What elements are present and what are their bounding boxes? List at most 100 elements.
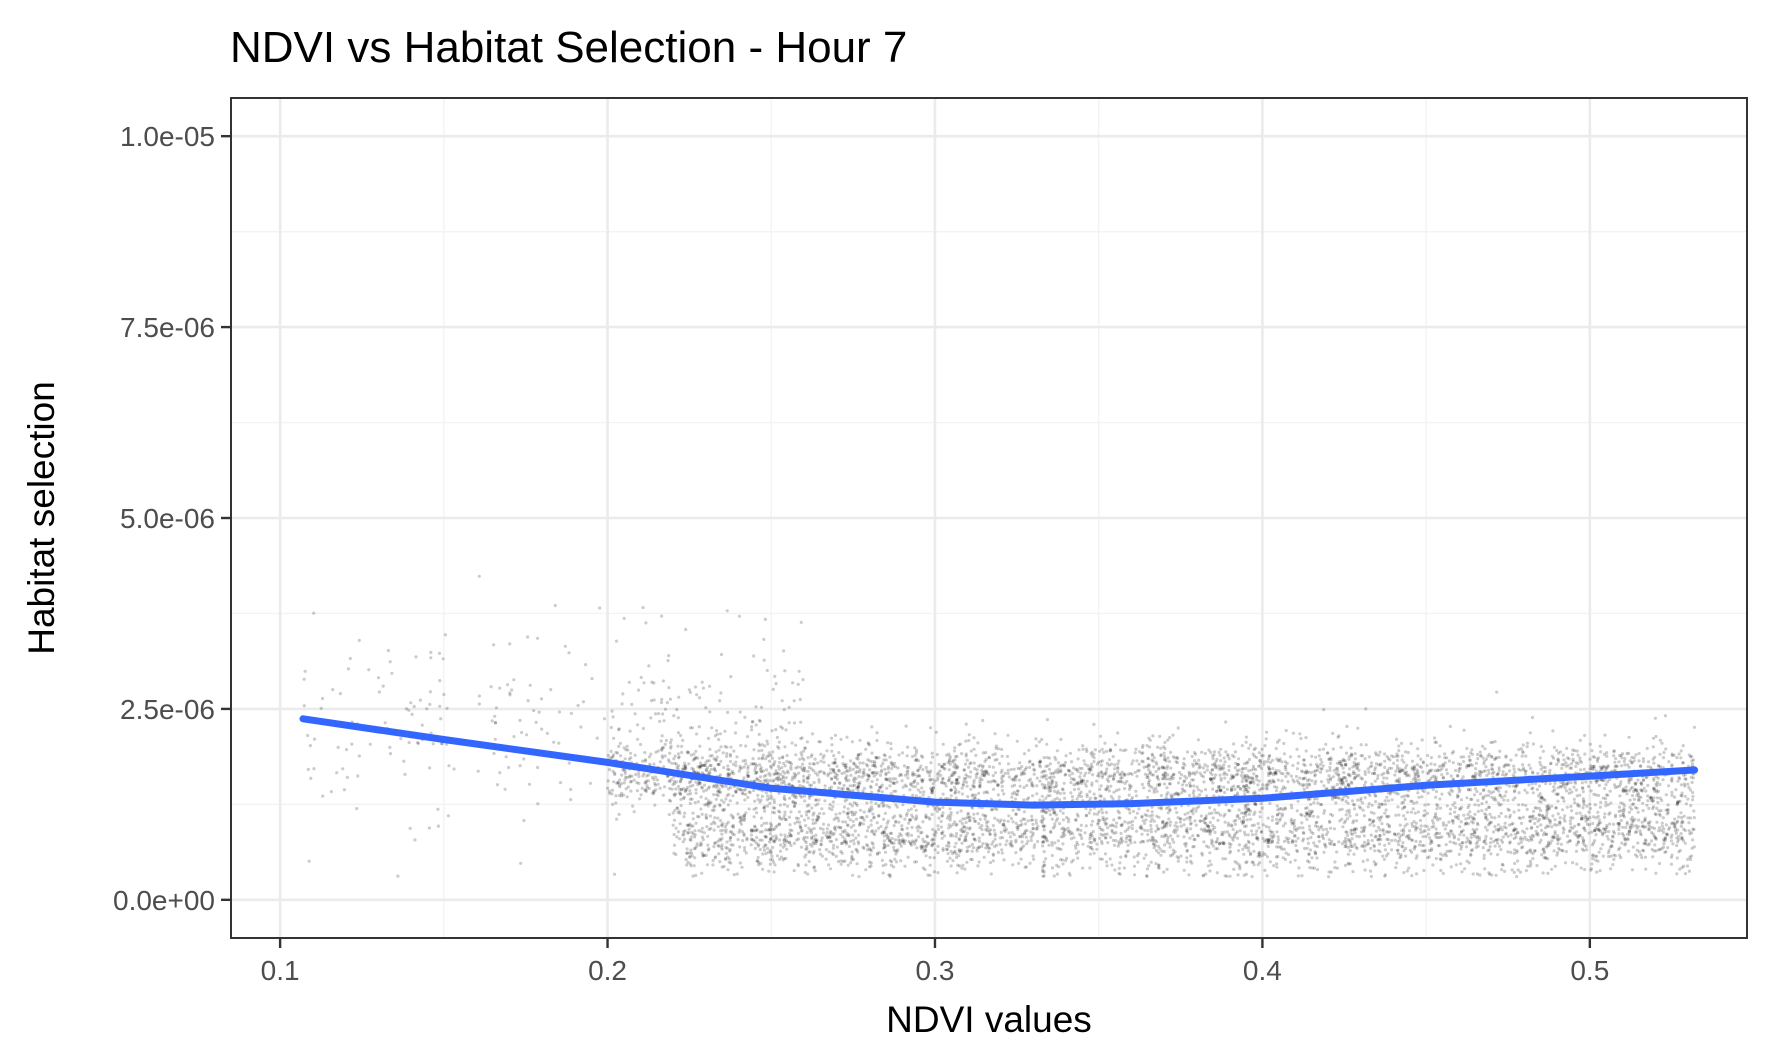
scatter-point — [779, 833, 783, 837]
scatter-point — [858, 780, 862, 785]
scatter-point — [1574, 788, 1578, 792]
scatter-point — [1090, 781, 1094, 785]
scatter-point — [729, 861, 733, 865]
scatter-point — [1090, 834, 1094, 838]
scatter-point — [622, 746, 626, 750]
scatter-point — [709, 767, 714, 772]
scatter-point — [1041, 874, 1045, 878]
scatter-point — [1265, 874, 1269, 878]
scatter-point — [954, 823, 958, 827]
scatter-point — [1308, 783, 1312, 787]
scatter-point — [1481, 756, 1485, 760]
scatter-point — [1244, 803, 1248, 808]
scatter-point — [998, 842, 1002, 847]
scatter-point — [816, 815, 821, 819]
scatter-point — [1033, 843, 1037, 847]
scatter-point — [1597, 793, 1601, 798]
scatter-point — [930, 843, 934, 847]
scatter-point — [1435, 831, 1439, 835]
scatter-point — [854, 836, 858, 840]
scatter-point — [1584, 780, 1588, 784]
scatter-point — [945, 847, 949, 851]
scatter-point — [637, 774, 641, 778]
scatter-point — [707, 770, 711, 774]
scatter-point — [1222, 814, 1226, 818]
scatter-point — [1119, 836, 1124, 840]
scatter-point — [762, 774, 766, 778]
scatter-point — [1560, 763, 1564, 767]
scatter-point — [856, 785, 860, 789]
scatter-point — [1523, 835, 1527, 839]
scatter-point — [1108, 749, 1112, 753]
scatter-point — [843, 828, 847, 832]
scatter-point — [1149, 819, 1153, 824]
scatter-point — [900, 824, 904, 828]
scatter-point — [801, 762, 805, 766]
scatter-point — [1418, 764, 1422, 769]
scatter-point — [969, 770, 973, 774]
scatter-point — [1518, 870, 1523, 874]
scatter-point — [741, 792, 745, 796]
scatter-point — [1652, 787, 1656, 791]
scatter-point — [1666, 833, 1670, 837]
scatter-point — [1028, 777, 1033, 781]
scatter-point — [1155, 789, 1159, 794]
scatter-point — [851, 857, 856, 862]
scatter-point — [1112, 777, 1116, 781]
scatter-point — [882, 831, 887, 835]
scatter-point — [792, 804, 796, 808]
scatter-point — [887, 770, 891, 774]
scatter-point — [1299, 769, 1304, 773]
scatter-point — [1164, 759, 1168, 763]
scatter-point — [1117, 816, 1121, 820]
scatter-point — [1204, 814, 1208, 818]
scatter-point — [1022, 785, 1026, 790]
scatter-point — [707, 827, 711, 832]
scatter-point — [1308, 797, 1312, 801]
scatter-point — [629, 779, 633, 784]
scatter-point — [1362, 829, 1366, 834]
scatter-point — [906, 745, 910, 749]
scatter-point — [1123, 781, 1127, 786]
scatter-point — [741, 759, 745, 763]
scatter-point — [1451, 841, 1456, 845]
scatter-point — [1272, 771, 1276, 775]
scatter-point — [952, 772, 956, 776]
scatter-point — [1613, 768, 1617, 772]
scatter-point — [1320, 760, 1324, 764]
scatter-point — [1146, 765, 1150, 769]
scatter-point — [829, 831, 834, 835]
scatter-point — [827, 763, 831, 768]
scatter-point — [705, 759, 709, 763]
scatter-point — [1394, 769, 1398, 773]
scatter-point — [972, 785, 976, 789]
scatter-point — [798, 757, 802, 761]
scatter-point — [494, 706, 498, 710]
scatter-point — [1049, 789, 1053, 793]
scatter-point — [477, 694, 481, 698]
scatter-point — [988, 832, 992, 836]
scatter-point — [1024, 766, 1028, 770]
scatter-point — [1463, 822, 1467, 827]
scatter-point — [754, 705, 758, 709]
scatter-point — [1032, 845, 1036, 850]
scatter-point — [924, 844, 928, 848]
scatter-point — [939, 773, 943, 778]
scatter-point — [1471, 832, 1475, 836]
scatter-point — [1201, 775, 1205, 779]
scatter-point — [652, 792, 656, 796]
scatter-point — [746, 774, 751, 778]
scatter-point — [954, 781, 958, 786]
scatter-point — [1537, 784, 1542, 788]
scatter-point — [1501, 773, 1505, 777]
scatter-point — [1304, 783, 1308, 787]
scatter-point — [1183, 789, 1187, 793]
scatter-point — [940, 814, 945, 818]
scatter-point — [925, 769, 929, 773]
scatter-point — [1210, 840, 1214, 844]
scatter-point — [750, 725, 754, 729]
scatter-point — [563, 644, 568, 648]
scatter-point — [848, 766, 852, 770]
scatter-point — [1426, 771, 1430, 775]
scatter-point — [1319, 826, 1323, 830]
